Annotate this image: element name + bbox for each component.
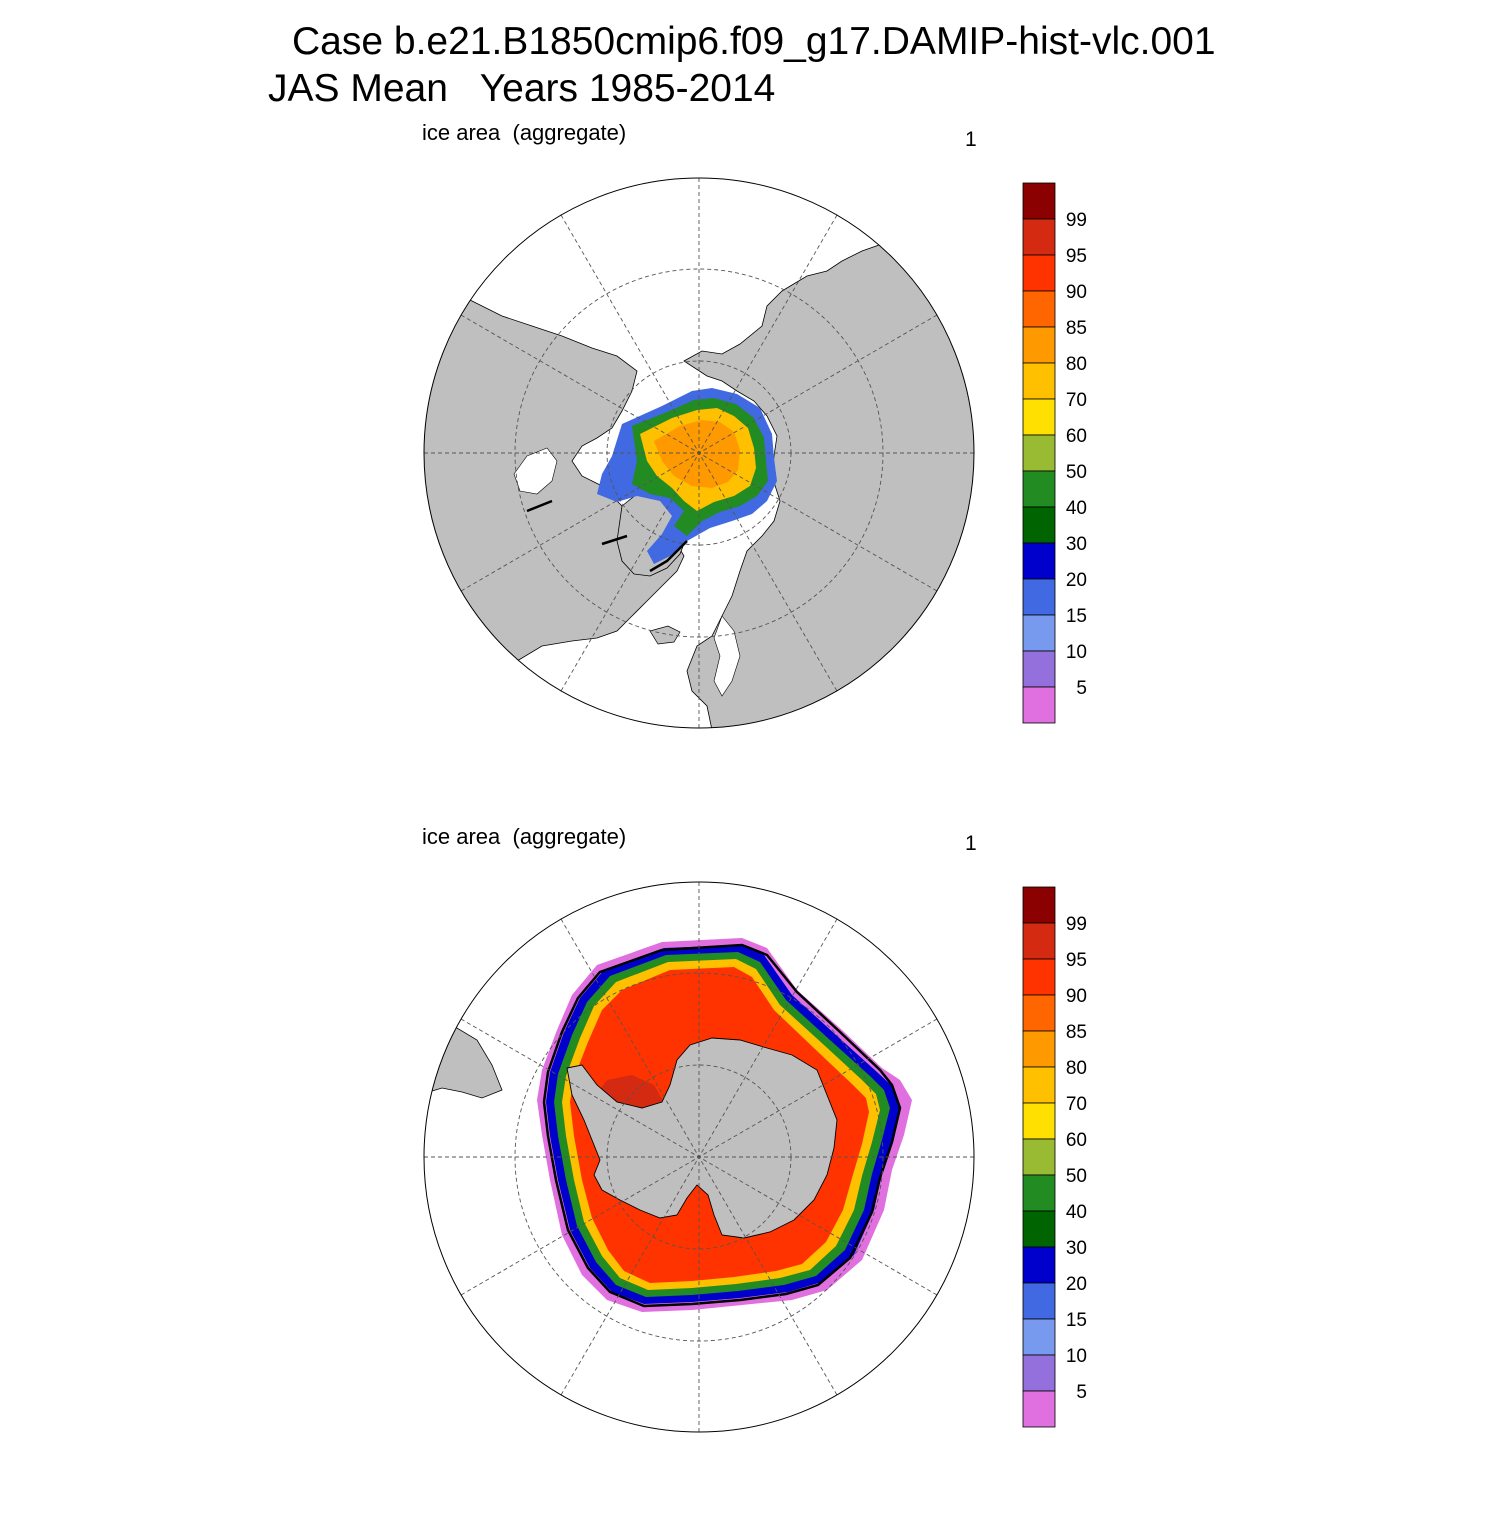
colorbar-box	[1022, 922, 1056, 960]
colorbar-tick-label: 60	[1066, 426, 1087, 447]
colorbar-box	[1022, 542, 1056, 580]
colorbar-box	[1022, 398, 1056, 436]
colorbar-box	[1022, 578, 1056, 616]
colorbar-tick-label: 10	[1066, 642, 1087, 663]
figure-title-line2: JAS Mean Years 1985-2014	[268, 67, 776, 110]
colorbar-box	[1022, 218, 1056, 256]
colorbar-tick-label: 15	[1066, 606, 1087, 627]
colorbar-tick-label: 30	[1066, 1238, 1087, 1259]
colorbar-tick-label: 90	[1066, 282, 1087, 303]
colorbar-tick-label: 20	[1066, 570, 1087, 591]
colorbar-box	[1022, 614, 1056, 652]
colorbar-tick-label: 15	[1066, 1310, 1087, 1331]
north-map-border	[423, 177, 975, 729]
colorbar-tick-label: 20	[1066, 1274, 1087, 1295]
panel-south-left-label: ice area (aggregate)	[422, 824, 627, 849]
colorbar-box	[1022, 290, 1056, 328]
colorbar-box	[1022, 1138, 1056, 1176]
south-obs-contour	[542, 943, 902, 1308]
colorbar-tick-label: 40	[1066, 498, 1087, 519]
colorbar-tick-label: 85	[1066, 318, 1087, 339]
colorbar-box	[1022, 1246, 1056, 1284]
colorbar-box	[1022, 1102, 1056, 1140]
south-polar-map	[423, 881, 975, 1433]
colorbar-tick-label: 40	[1066, 1202, 1087, 1223]
colorbar-tick-label: 30	[1066, 534, 1087, 555]
colorbar-tick-label: 85	[1066, 1022, 1087, 1043]
colorbar-box	[1022, 182, 1056, 220]
panel-south: ice area (aggregate) 1	[0, 822, 1500, 1527]
south-colorbar: 99 95 90 85 80 70 60 50 40 30 20 15 10 5	[1022, 886, 1087, 1428]
colorbar-box	[1022, 362, 1056, 400]
colorbar-tick-label: 50	[1066, 1166, 1087, 1187]
colorbar-tick-label: 70	[1066, 1094, 1087, 1115]
south-land-antarctica	[566, 1037, 838, 1239]
north-obs-contour	[526, 499, 688, 573]
panel-north-left-label: ice area (aggregate)	[422, 120, 627, 145]
colorbar-tick-label: 99	[1066, 210, 1087, 231]
colorbar-box	[1022, 1174, 1056, 1212]
colorbar-tick-label: 80	[1066, 1058, 1087, 1079]
north-ice-center	[654, 420, 740, 488]
colorbar-box	[1022, 434, 1056, 472]
colorbar-box	[1022, 1210, 1056, 1248]
colorbar-tick-label: 5	[1076, 1382, 1087, 1403]
north-colorbar: 99 95 90 85 80 70 60 50 40 30 20 15 10 5	[1022, 182, 1087, 724]
colorbar-tick-label: 90	[1066, 986, 1087, 1007]
colorbar-tick-label: 95	[1066, 950, 1087, 971]
panel-north: ice area (aggregate) 1	[0, 118, 1500, 823]
colorbar-tick-label: 70	[1066, 390, 1087, 411]
colorbar-tick-label: 80	[1066, 354, 1087, 375]
panel-south-right-label: 1	[965, 832, 977, 855]
colorbar-box	[1022, 1030, 1056, 1068]
north-land-eurasia	[683, 243, 974, 728]
panel-north-right-label: 1	[965, 128, 977, 151]
colorbar-tick-label: 50	[1066, 462, 1087, 483]
north-polar-map	[423, 177, 975, 729]
colorbar-tick-label: 5	[1076, 678, 1087, 699]
colorbar-box	[1022, 686, 1056, 724]
colorbar-box	[1022, 1282, 1056, 1320]
colorbar-box	[1022, 1354, 1056, 1392]
colorbar-box	[1022, 254, 1056, 292]
north-graticule	[424, 178, 974, 728]
south-map-border	[423, 881, 975, 1433]
colorbar-box	[1022, 994, 1056, 1032]
colorbar-tick-label: 95	[1066, 246, 1087, 267]
colorbar-box	[1022, 506, 1056, 544]
figure-title-line1: Case b.e21.B1850cmip6.f09_g17.DAMIP-hist…	[292, 20, 1216, 63]
colorbar-box	[1022, 1066, 1056, 1104]
colorbar-box	[1022, 1390, 1056, 1428]
colorbar-box	[1022, 1318, 1056, 1356]
colorbar-box	[1022, 326, 1056, 364]
colorbar-tick-label: 10	[1066, 1346, 1087, 1367]
colorbar-box	[1022, 886, 1056, 924]
south-graticule	[424, 882, 974, 1432]
colorbar-box	[1022, 958, 1056, 996]
north-land-iceland	[649, 625, 681, 645]
colorbar-box	[1022, 470, 1056, 508]
colorbar-box	[1022, 650, 1056, 688]
north-sea-hudson	[513, 447, 558, 495]
colorbar-tick-label: 99	[1066, 914, 1087, 935]
colorbar-tick-label: 60	[1066, 1130, 1087, 1151]
